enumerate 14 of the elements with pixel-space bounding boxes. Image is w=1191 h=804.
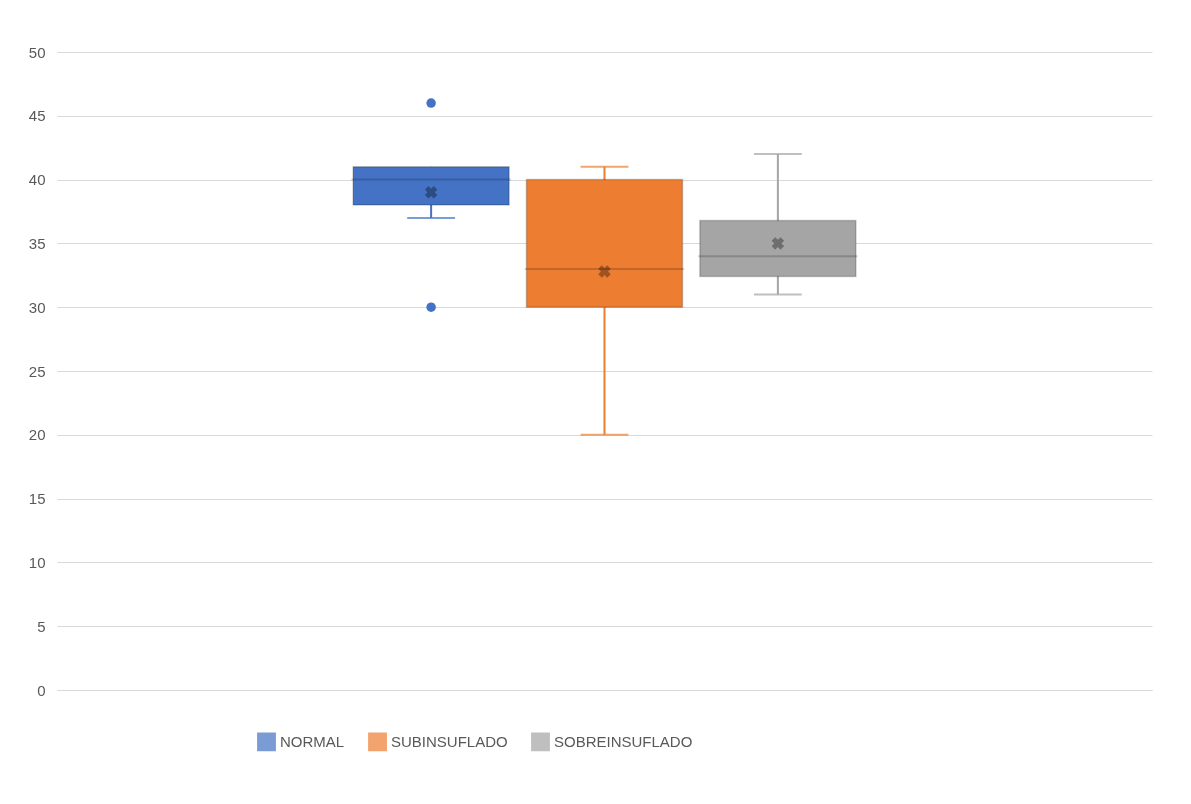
- y-tick-label: 45: [28, 107, 46, 125]
- y-tick-label: 15: [28, 490, 46, 508]
- y-tick-label: 40: [28, 171, 46, 189]
- legend-label: NORMAL: [280, 732, 345, 750]
- y-tick-label: 0: [37, 681, 46, 699]
- y-tick-label: 30: [28, 298, 46, 316]
- y-tick-label: 50: [28, 43, 46, 61]
- y-tick-label: 5: [37, 617, 46, 635]
- y-tick-label: 20: [28, 426, 46, 444]
- y-tick-label: 35: [28, 234, 46, 252]
- legend-label: SUBINSUFLADO: [391, 732, 508, 750]
- y-tick-label: 10: [28, 553, 46, 571]
- legend-label: SOBREINSUFLADO: [554, 732, 693, 750]
- y-tick-label: 25: [28, 362, 46, 380]
